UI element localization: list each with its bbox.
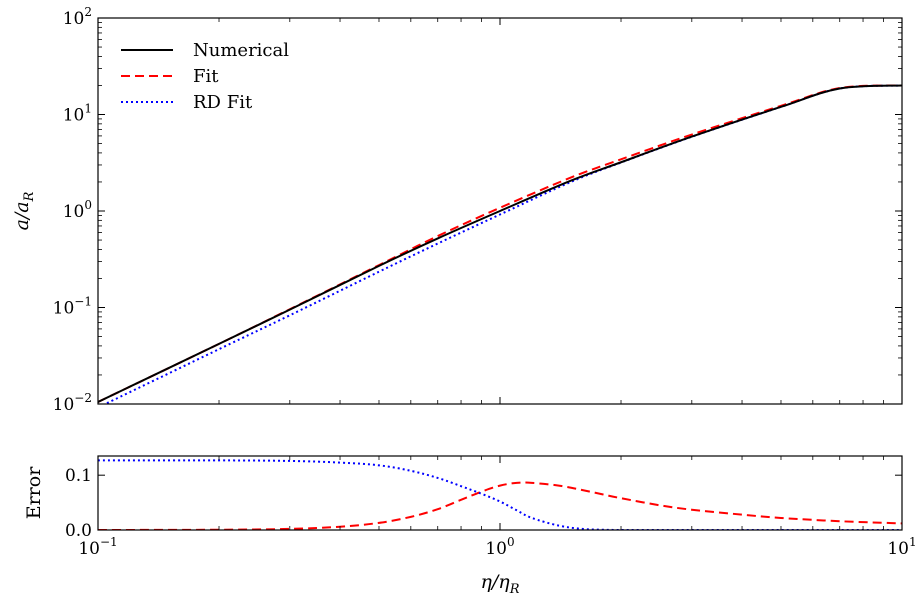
bottom-x-tick-label: 101 (887, 535, 916, 559)
top-series-numerical (98, 84, 902, 403)
bottom-series-rd-fit (98, 459, 902, 530)
top-y-tick-label: 100 (63, 198, 92, 222)
bottom-series-fit (98, 481, 902, 530)
top-y-tick-label: 101 (63, 102, 92, 126)
bottom-y-tick-label: 0.0 (65, 521, 92, 541)
bottom-x-tick-label: 100 (485, 535, 514, 559)
legend-label-fit: Fit (193, 66, 219, 87)
bottom-x-tick-label: 10−1 (78, 535, 117, 559)
bottom-y-axis-label: Error (23, 466, 45, 519)
top-series-fit (98, 84, 902, 403)
top-plot-area (98, 84, 902, 404)
x-axis-label: η/ηR (481, 571, 520, 597)
bottom-plot-area (98, 459, 902, 530)
top-y-axis-label: a/aR (11, 191, 37, 230)
top-y-tick-label: 102 (63, 5, 92, 29)
top-series-rd-fit (102, 84, 902, 404)
legend-label-rd-fit: RD Fit (193, 92, 253, 113)
top-axis-ticks: 10−2 10−1 100 101 102 (53, 5, 903, 415)
top-y-tick-label: 10−2 (53, 391, 92, 415)
top-y-tick-label: 10−1 (53, 295, 92, 319)
legend-label-numerical: Numerical (193, 40, 289, 61)
bottom-panel: 10−1 100 101 0.0 0.1 Error η/ηR (23, 455, 917, 597)
top-panel: 10−2 10−1 100 101 102 Numerical Fit RD Fit a/a… (11, 5, 903, 415)
legend: Numerical Fit RD Fit (121, 40, 289, 113)
bottom-axis-ticks: 10−1 100 101 0.0 0.1 (65, 456, 917, 559)
bottom-y-tick-label: 0.1 (65, 466, 92, 486)
